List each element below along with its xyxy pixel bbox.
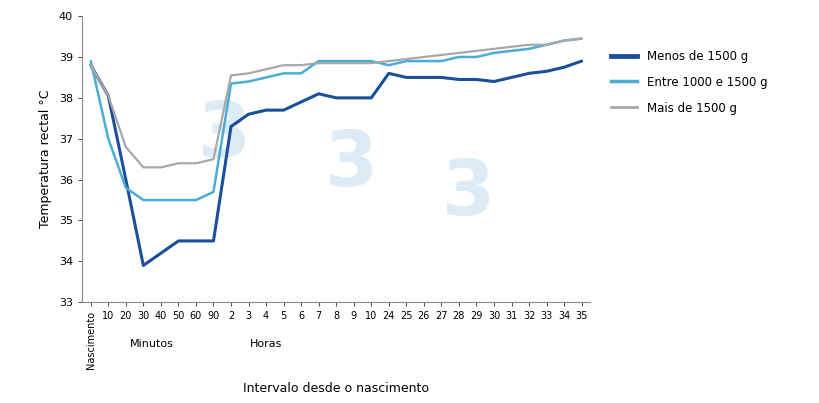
Legend: Menos de 1500 g, Entre 1000 e 1500 g, Mais de 1500 g: Menos de 1500 g, Entre 1000 e 1500 g, Ma…: [606, 45, 771, 119]
Text: Intervalo desde o nascimento: Intervalo desde o nascimento: [243, 382, 428, 395]
Text: 3: 3: [441, 156, 495, 231]
Text: Horas: Horas: [250, 339, 282, 349]
Text: 3: 3: [324, 128, 378, 202]
Text: Minutos: Minutos: [130, 339, 174, 349]
Y-axis label: Temperatura rectal °C: Temperatura rectal °C: [38, 90, 52, 229]
Text: 3: 3: [197, 99, 251, 173]
